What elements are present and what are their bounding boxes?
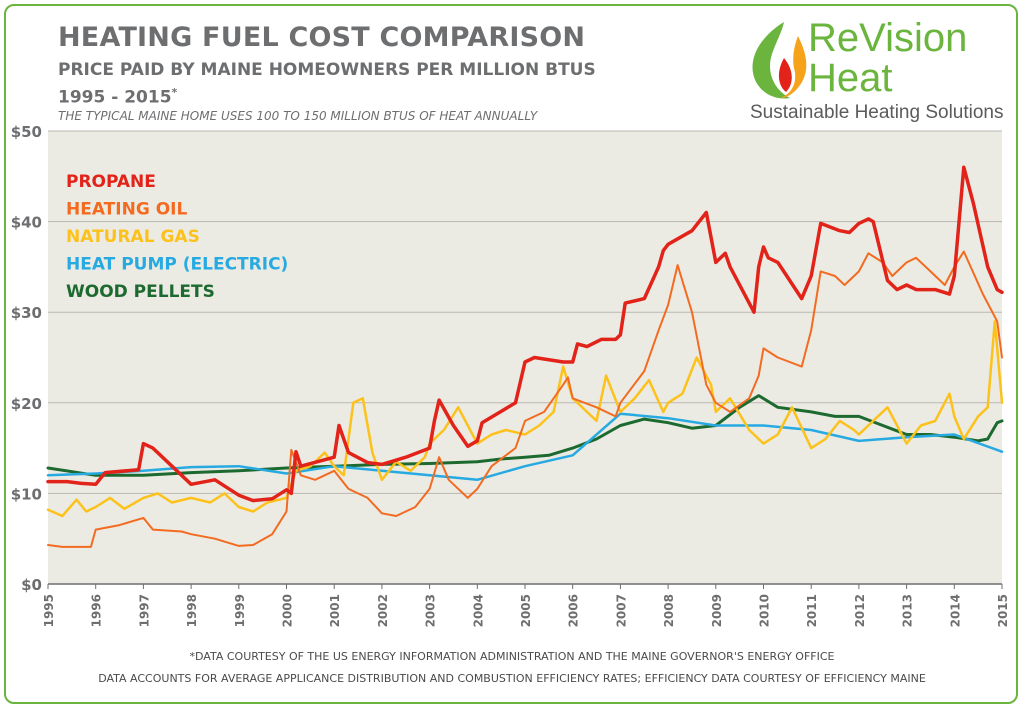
x-tick-label: 1997 bbox=[137, 594, 151, 627]
footer-efficiency-note: DATA ACCOUNTS FOR AVERAGE APPLICANCE DIS… bbox=[98, 672, 926, 685]
legend-entry: NATURAL GAS bbox=[66, 227, 200, 247]
y-tick-label: $30 bbox=[11, 304, 42, 322]
x-tick-label: 2006 bbox=[567, 594, 581, 627]
x-tick-label: 2003 bbox=[424, 594, 438, 627]
x-tick-label: 2005 bbox=[519, 594, 533, 627]
series-line-heating-oil bbox=[47, 250, 1003, 548]
x-tick-label: 1998 bbox=[185, 594, 199, 627]
legend-entry: WOOD PELLETS bbox=[66, 282, 215, 302]
page-subtitle: PRICE PAID BY MAINE HOMEOWNERS PER MILLI… bbox=[58, 60, 596, 80]
revision-heat-logo bbox=[752, 22, 807, 99]
x-tick-label: 2004 bbox=[471, 594, 485, 627]
usage-note: THE TYPICAL MAINE HOME USES 100 TO 150 M… bbox=[58, 109, 538, 123]
x-tick-label: 1996 bbox=[90, 594, 104, 627]
year-range-text: 1995 - 2015 bbox=[58, 87, 172, 108]
brand-name-revision: ReVision bbox=[808, 16, 968, 60]
x-tick-label: 2009 bbox=[710, 594, 724, 627]
x-tick-label: 1995 bbox=[42, 594, 56, 627]
brand-tagline: Sustainable Heating Solutions bbox=[750, 102, 1004, 123]
legend-entry: HEATING OIL bbox=[66, 200, 187, 220]
x-tick-label: 2012 bbox=[853, 594, 867, 627]
legend-entry: PROPANE bbox=[66, 172, 156, 192]
x-tick-label: 2011 bbox=[805, 594, 819, 627]
y-tick-label: $50 bbox=[11, 123, 42, 141]
x-tick-label: 2007 bbox=[614, 594, 628, 627]
x-tick-label: 2013 bbox=[901, 594, 915, 627]
x-tick-label: 2010 bbox=[758, 594, 772, 627]
x-tick-label: 1999 bbox=[233, 594, 247, 627]
border-frame bbox=[4, 4, 1018, 704]
x-tick-label: 2001 bbox=[328, 594, 342, 627]
brand-name-heat: Heat bbox=[808, 56, 893, 100]
page-title: HEATING FUEL COST COMPARISON bbox=[58, 22, 586, 53]
x-tick-label: 2002 bbox=[376, 594, 390, 627]
footer-source-note: *DATA COURTESY OF THE US ENERGY INFORMAT… bbox=[189, 650, 835, 663]
x-tick-label: 2015 bbox=[996, 594, 1010, 627]
year-range: 1995 - 2015* bbox=[58, 86, 177, 108]
y-tick-label: $0 bbox=[21, 576, 42, 594]
year-range-asterisk: * bbox=[171, 86, 178, 99]
series-line-natural-gas bbox=[46, 320, 1004, 518]
legend-entry: HEAT PUMP (ELECTRIC) bbox=[66, 255, 288, 275]
flame-icon bbox=[752, 22, 807, 99]
y-tick-label: $10 bbox=[11, 485, 42, 503]
x-tick-label: 2000 bbox=[281, 594, 295, 627]
series-line-heat-pump-electric bbox=[46, 412, 1004, 482]
y-tick-label: $40 bbox=[11, 214, 42, 232]
x-tick-label: 2014 bbox=[948, 594, 962, 627]
plot-background bbox=[48, 131, 1002, 584]
series-line-propane bbox=[46, 165, 1004, 503]
x-tick-label: 2008 bbox=[662, 594, 676, 627]
y-tick-label: $20 bbox=[11, 395, 42, 413]
